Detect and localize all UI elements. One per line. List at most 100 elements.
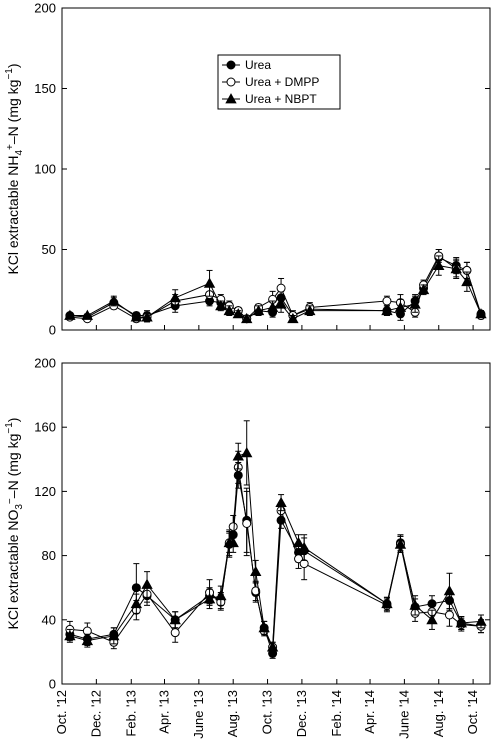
data-point [304,304,316,316]
data-point [242,519,252,528]
x-tick-label: June '13 [191,690,206,739]
data-point [64,630,76,641]
y-title-close: ) [5,418,21,423]
data-point [141,578,153,589]
data-point [223,304,235,316]
data-point [252,304,265,316]
data-point [215,300,227,311]
no3-panel: 0 40 80 120 160 200 Oct. '12 Dec. '12 Feb. '13 Ap… [4,356,491,739]
y-tick-label: 160 [34,420,56,435]
data-point [426,613,438,625]
x-tick-label: June '14 [396,690,411,739]
legend-marker [226,60,236,70]
data-point [276,283,286,293]
data-point [141,311,153,322]
y-title-sup: − [5,498,16,504]
data-point [64,309,76,320]
y-title-sub: 3 [14,504,25,510]
data-point [108,630,120,641]
y-tick-label: 50 [42,242,56,257]
x-tick-label: Oct. '12 [54,690,69,734]
y-title-unit-sup: −1 [4,422,15,434]
data-point [475,308,487,319]
data-point [241,447,253,458]
data-point [131,583,141,593]
y-tick-label: 40 [42,612,56,627]
y-axis-title: KCl extractable NO3−–N (mg kg−1) [4,418,25,630]
y-tick-label: 200 [34,1,56,16]
y-tick-label: 100 [34,162,56,177]
x-tick-label: Dec. '13 [294,690,309,737]
x-tick-label: Aug. '13 [225,690,240,737]
series-2 [65,450,486,653]
y-title-main: KCl extractable NH [5,156,21,275]
data-point [461,275,473,287]
y-tick-label: 80 [42,548,56,563]
data-point [266,301,279,312]
data-point [409,599,421,610]
data-point [394,301,407,312]
x-tick-label: Oct. '13 [260,690,275,734]
legend-marker [225,93,237,104]
y-title-close: ) [5,63,21,68]
series-line [69,467,482,649]
data-point [381,304,393,316]
data-point [130,597,143,609]
data-point [203,277,216,288]
y-title-main: KCl extractable NO [5,510,21,630]
data-point [241,312,253,324]
x-tick-label: Apr. '13 [156,690,171,734]
series-line [69,475,482,654]
data-point [258,622,270,633]
data-point [382,296,392,306]
data-point [81,309,94,320]
data-point [475,615,487,626]
data-point [417,283,430,295]
data-point [433,259,445,271]
data-point [108,295,120,306]
data-point [455,617,467,628]
series-1 [65,462,486,659]
series-3 [64,255,487,324]
plot-frame [61,362,491,685]
data-point [275,496,287,508]
data-point [232,308,244,319]
y-tick-label: 120 [34,484,56,499]
y-tick-label: 150 [34,81,56,96]
y-tick-label: 0 [49,323,56,338]
data-point [203,593,216,604]
data-point [215,589,227,601]
y-axis-title: KCl extractable NH4+–N (mg kg−1) [4,63,25,274]
data-point [227,536,239,548]
nh4-panel: 0 50 100 150 200 KCl extractable NH4+–N (mg k… [4,1,491,338]
x-tick-label: Feb. '14 [329,690,344,737]
data-point [294,554,304,564]
data-point [228,522,238,532]
x-tick-label: Dec. '12 [88,690,103,737]
data-point [444,610,454,620]
y-tick-label: 200 [34,356,56,371]
data-point [381,597,393,609]
legend-label: Urea + NBPT [245,92,317,106]
data-point [130,311,143,322]
data-point [81,634,94,646]
data-point [298,541,310,552]
x-tick-label: Oct. '14 [465,690,480,734]
x-tick-label: Aug. '14 [431,690,446,737]
x-tick-label: Feb. '13 [123,690,138,737]
data-point [170,628,180,638]
data-point [409,298,421,309]
series-line [69,452,482,648]
y-tick-label: 0 [49,677,56,692]
data-point [266,641,279,652]
y-title-unit: –N (mg kg [5,434,21,499]
data-point [287,312,299,324]
data-point [275,298,287,309]
data-point [232,450,244,461]
data-point [169,613,181,625]
legend-marker [226,77,236,87]
data-point [443,585,456,596]
y-title-sup: + [5,144,16,150]
legend-label: Urea + DMPP [245,75,319,89]
